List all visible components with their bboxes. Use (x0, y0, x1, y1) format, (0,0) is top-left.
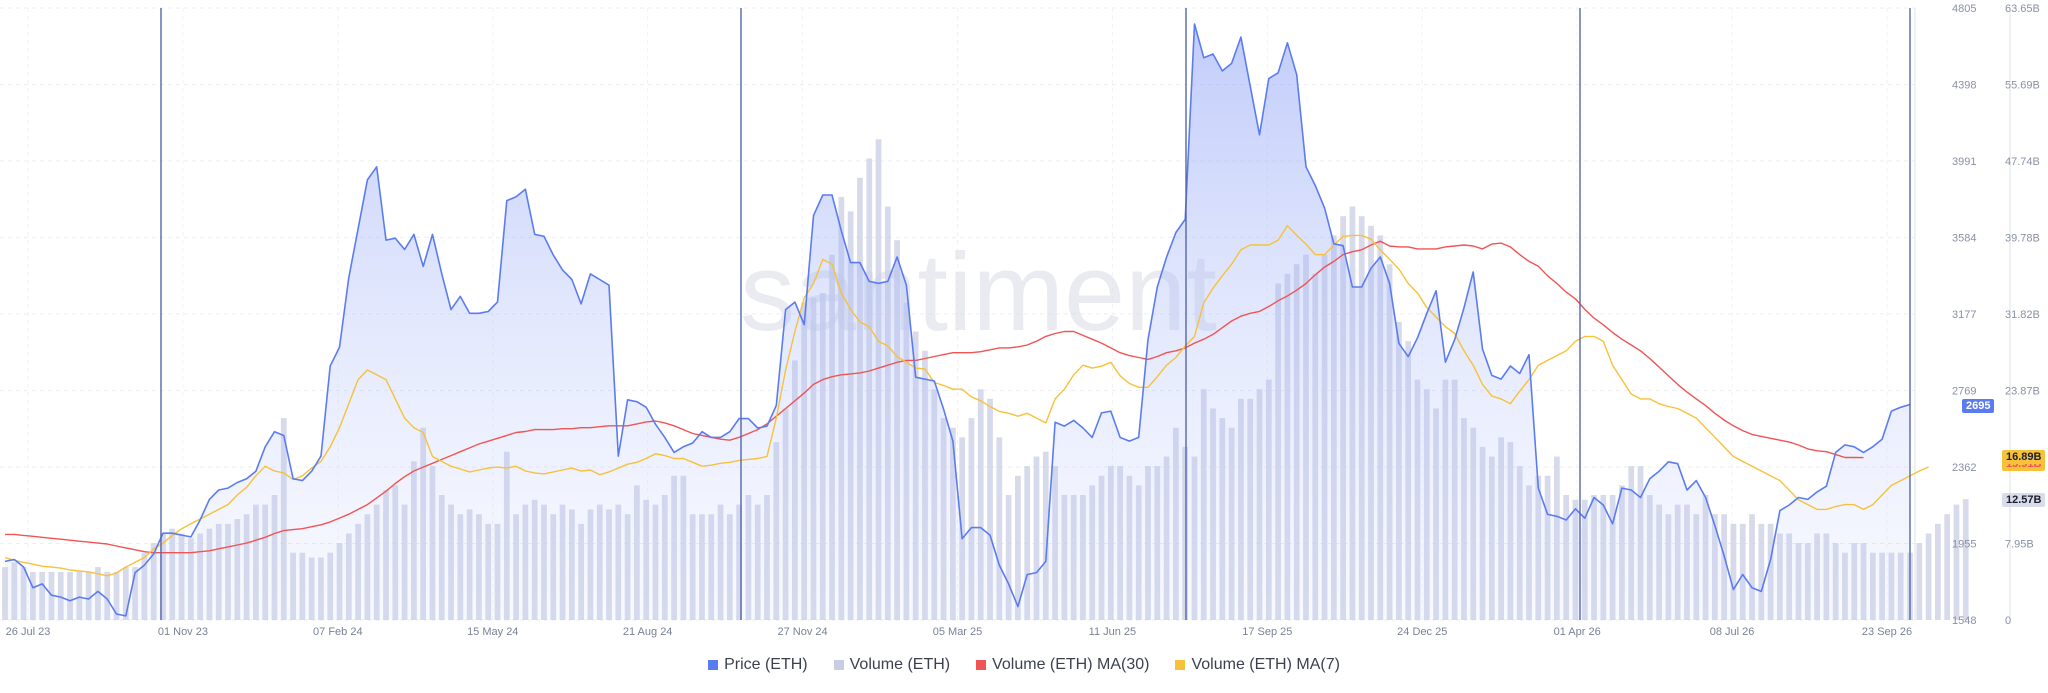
x-tick-label: 11 Jun 25 (1089, 626, 1137, 638)
ma7-line (4, 225, 1929, 577)
x-tick-label: 07 Feb 24 (313, 626, 363, 638)
price-tick-label: 4398 (1952, 79, 1976, 91)
volume-bar (1962, 499, 1969, 620)
volume-bar (1024, 466, 1031, 620)
volume-axis-ticks: 63.65B55.69B47.74B39.78B31.82B23.87B15.9… (2005, 3, 2040, 627)
volume-tick-label: 31.82B (2005, 309, 2040, 321)
price-tick-label: 3584 (1952, 232, 1976, 244)
volume-tick-label: 39.78B (2005, 233, 2040, 245)
volume-bar (57, 571, 64, 620)
volume-tick-label: 7.95B (2005, 539, 2034, 551)
price-value-badge: 2695 (1962, 399, 1995, 413)
x-axis-ticks: 26 Jul 23 01 Nov 23 07 Feb 24 15 May 24 21 A… (6, 626, 1912, 638)
legend-item-ma30[interactable]: Volume (ETH) MA(30) (976, 656, 1149, 674)
ma30-value-badge: 16.89B (2002, 450, 2046, 464)
x-tick-label: 21 Aug 24 (623, 626, 673, 638)
x-tick-label: 01 Apr 26 (1554, 626, 1601, 638)
price-area-fill (5, 24, 1910, 620)
x-tick-label: 27 Nov 24 (778, 626, 828, 638)
legend-swatch-ma30 (976, 660, 987, 670)
legend-label-volume: Volume (ETH) (849, 656, 951, 673)
legend-item-price[interactable]: Price (ETH) (708, 656, 808, 674)
volume-bar (122, 567, 129, 620)
legend-label-price: Price (ETH) (724, 656, 808, 673)
ma30-line (5, 240, 1864, 554)
volume-bar (1730, 523, 1737, 620)
legend-label-ma30: Volume (ETH) MA(30) (992, 656, 1150, 673)
price-tick-label: 2362 (1952, 462, 1976, 474)
price-tick-label: 1548 (1952, 615, 1976, 627)
x-tick-label: 15 May 24 (467, 626, 518, 638)
legend-item-ma7[interactable]: Volume (ETH) MA(7) (1175, 656, 1340, 674)
volume-bar (1749, 514, 1755, 620)
volume-bar (1042, 451, 1049, 620)
volume-tick-label: 0 (2005, 615, 2011, 627)
price-tick-label: 3177 (1952, 309, 1976, 321)
volume-bar (104, 571, 111, 620)
chart-legend: Price (ETH) Volume (ETH) Volume (ETH) MA… (0, 656, 2048, 674)
x-tick-label: 26 Jul 23 (6, 626, 51, 638)
x-tick-label: 08 Jul 26 (1710, 626, 1755, 638)
x-tick-label: 05 Mar 25 (933, 626, 983, 638)
legend-item-volume[interactable]: Volume (ETH) (833, 656, 951, 674)
volume-bar (968, 418, 975, 620)
volume-bar (1953, 504, 1960, 620)
price-axis-ticks: 4805 4398 3991 3584 3177 2769 2362 1955 1548 (1952, 3, 1976, 627)
volume-tick-label: 63.65B (2005, 3, 2040, 15)
volume-tick-label: 47.74B (2005, 156, 2040, 168)
volume-bar (996, 437, 1003, 620)
volume-bar (1758, 523, 1765, 620)
volume-bar (959, 437, 966, 620)
volume-bar (85, 571, 92, 620)
price-tick-label: 3991 (1952, 156, 1976, 168)
legend-swatch-price (708, 660, 719, 670)
volume-bar (67, 571, 73, 620)
volume-bar (1033, 456, 1040, 620)
volume-bar (1739, 523, 1746, 620)
volume-bar (977, 389, 984, 620)
volume-value-badge: 12.57B (2002, 493, 2046, 507)
x-tick-label: 24 Dec 25 (1397, 626, 1447, 638)
volume-bar (1935, 523, 1941, 620)
price-tick-label: 1955 (1952, 539, 1976, 551)
price-tick-label: 4805 (1952, 3, 1976, 15)
volume-bar (1005, 495, 1012, 620)
volume-bar (1916, 543, 1923, 620)
price-line (4, 23, 1911, 617)
volume-tick-label: 55.69B (2005, 80, 2040, 92)
x-tick-label: 17 Sep 25 (1242, 626, 1292, 638)
legend-label-ma7: Volume (ETH) MA(7) (1191, 656, 1340, 673)
x-tick-label: 01 Nov 23 (158, 626, 208, 638)
event-markers (160, 8, 1911, 620)
volume-tick-label: 23.87B (2005, 386, 2040, 398)
volume-bar (76, 571, 83, 620)
volume-bar (1015, 475, 1021, 620)
volume-bar (987, 398, 993, 620)
price-tick-label: 2769 (1952, 386, 1976, 398)
legend-swatch-volume (833, 660, 844, 670)
volume-bar (1944, 514, 1951, 620)
volume-bar (1925, 533, 1932, 620)
volume-bar (113, 571, 120, 620)
legend-swatch-ma7 (1175, 660, 1186, 670)
x-tick-label: 23 Sep 26 (1862, 626, 1912, 638)
